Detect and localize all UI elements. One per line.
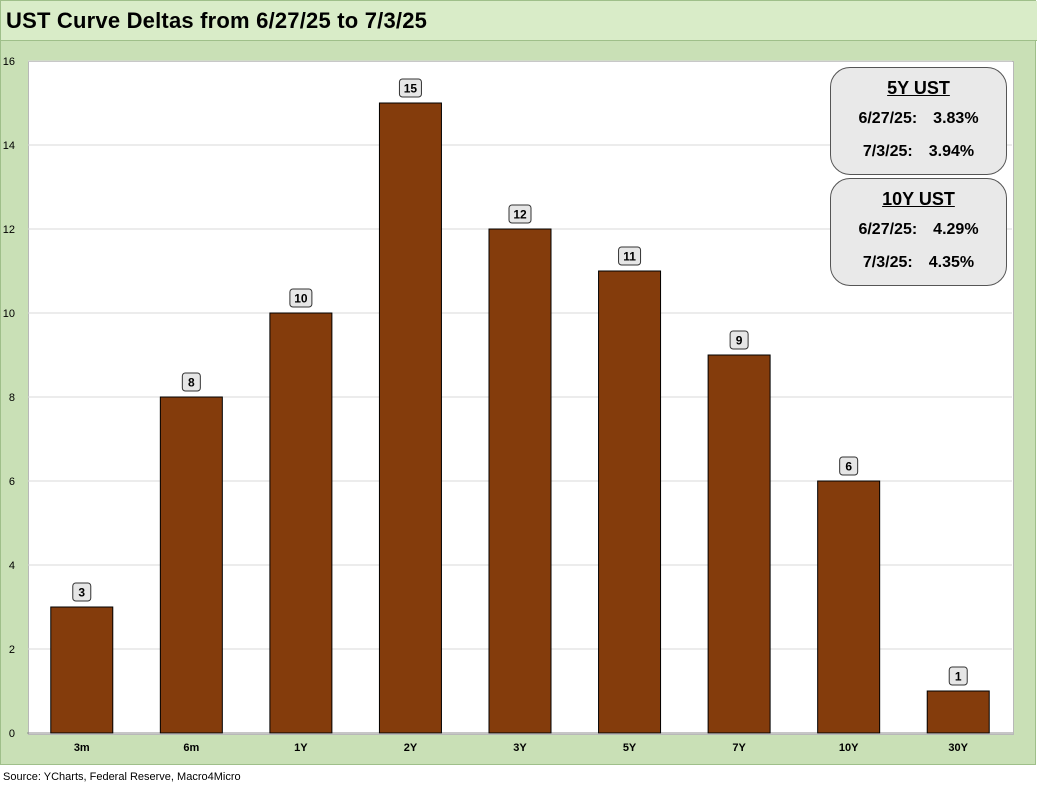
info-value: 3.83% (933, 110, 979, 127)
data-label-box (508, 204, 532, 224)
info-box-heading: 10Y UST (882, 189, 955, 209)
data-label-box (618, 246, 642, 266)
x-tick-label: 1Y (294, 742, 308, 754)
x-tick-label: 3Y (513, 742, 527, 754)
data-label-box (948, 666, 968, 686)
data-label: 8 (188, 376, 195, 390)
info-date: 6/27/25: (858, 221, 918, 238)
data-label-box (181, 372, 201, 392)
x-tick-label: 2Y (404, 742, 418, 754)
data-label: 1 (955, 670, 962, 684)
data-label: 12 (513, 208, 527, 222)
data-label: 15 (404, 82, 418, 96)
x-tick-label: 6m (183, 742, 199, 754)
info-value: 4.35% (928, 254, 975, 271)
info-box-row: 7/3/25: 3.94% (831, 143, 1006, 161)
data-label-box (72, 582, 92, 602)
info-box-heading: 5Y UST (887, 78, 950, 98)
bar-30Y (926, 690, 990, 734)
info-box-row: 6/27/25: 4.29% (831, 221, 1006, 239)
data-label: 9 (736, 334, 743, 348)
info-value: 4.29% (933, 221, 979, 238)
info-date: 7/3/25: (862, 254, 913, 271)
data-label-box (289, 288, 313, 308)
x-tick-label: 3m (74, 742, 90, 754)
bar-1Y (269, 312, 333, 734)
bar-7Y (707, 354, 771, 734)
data-label: 11 (623, 250, 636, 264)
data-label: 6 (845, 460, 852, 474)
info-box-row: 6/27/25: 3.83% (831, 110, 1006, 128)
x-tick-label: 30Y (948, 742, 968, 754)
source-note: Source: YCharts, Federal Reserve, Macro4… (3, 771, 241, 783)
y-tick-label: 6 (9, 476, 15, 488)
y-tick-label: 14 (3, 140, 15, 152)
info-date: 6/27/25: (858, 110, 918, 127)
x-tick-label: 10Y (839, 742, 859, 754)
x-tick-label: 5Y (623, 742, 637, 754)
bar-2Y (378, 102, 442, 734)
title-bar: UST Curve Deltas from 6/27/25 to 7/3/25 (1, 1, 1037, 41)
chart-title: UST Curve Deltas from 6/27/25 to 7/3/25 (6, 8, 428, 33)
bar-chart: 0 2 4 6 8 10 12 14 16 3 3m 8 6m 10 1Y 15 2Y 12 3Y 11 5Y 9 7Y 6 1… (3, 56, 1013, 754)
info-box-10y: 10Y UST 6/27/25: 4.29% 7/3/25: 4.35% (830, 178, 1007, 286)
info-box-row: 7/3/25: 4.35% (831, 254, 1006, 272)
y-tick-label: 4 (9, 560, 15, 572)
data-label-box (729, 330, 749, 350)
info-box-5y: 5Y UST 6/27/25: 3.83% 7/3/25: 3.94% (830, 67, 1007, 175)
bar-5Y (598, 270, 662, 734)
y-tick-label: 10 (3, 308, 15, 320)
info-value: 3.94% (928, 143, 975, 160)
data-label: 10 (294, 292, 308, 306)
info-date: 7/3/25: (862, 143, 913, 160)
y-tick-label: 2 (9, 644, 15, 656)
y-tick-label: 16 (3, 56, 15, 68)
x-tick-label: 7Y (732, 742, 746, 754)
data-label-box (398, 78, 422, 98)
bar-10Y (817, 480, 881, 734)
y-tick-label: 0 (9, 728, 15, 740)
data-label-box (839, 456, 859, 476)
y-tick-label: 8 (9, 392, 15, 404)
bar-6m (159, 396, 223, 734)
y-tick-label: 12 (3, 224, 15, 236)
data-label: 3 (78, 586, 85, 600)
bar-3m (50, 606, 114, 734)
bar-3Y (488, 228, 552, 734)
